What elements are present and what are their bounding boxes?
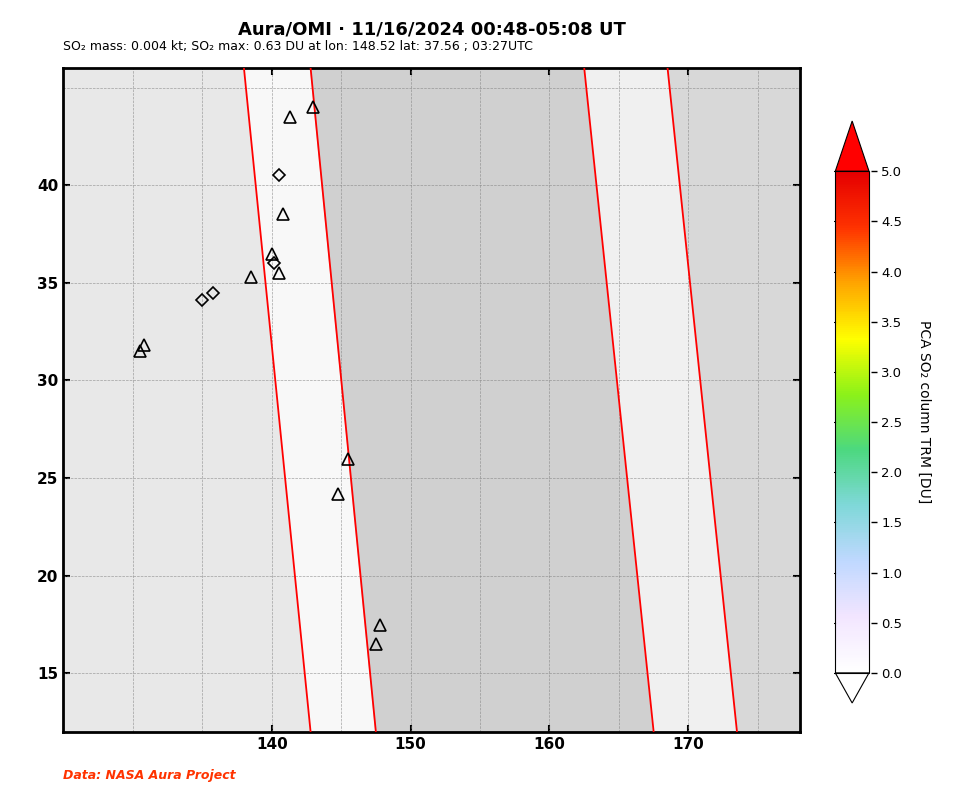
Polygon shape	[836, 121, 869, 171]
Bar	[836, 171, 869, 673]
Text: PCA SO₂ column TRM [DU]: PCA SO₂ column TRM [DU]	[917, 320, 931, 504]
Polygon shape	[668, 68, 799, 732]
Polygon shape	[836, 673, 869, 703]
Polygon shape	[244, 68, 376, 732]
Polygon shape	[63, 68, 311, 732]
Polygon shape	[584, 68, 737, 732]
Text: SO₂ mass: 0.004 kt; SO₂ max: 0.63 DU at lon: 148.52 lat: 37.56 ; 03:27UTC: SO₂ mass: 0.004 kt; SO₂ max: 0.63 DU at …	[63, 40, 533, 53]
Text: Aura/OMI · 11/16/2024 00:48-05:08 UT: Aura/OMI · 11/16/2024 00:48-05:08 UT	[238, 20, 625, 38]
Text: Data: NASA Aura Project: Data: NASA Aura Project	[63, 770, 236, 782]
Polygon shape	[311, 68, 653, 732]
